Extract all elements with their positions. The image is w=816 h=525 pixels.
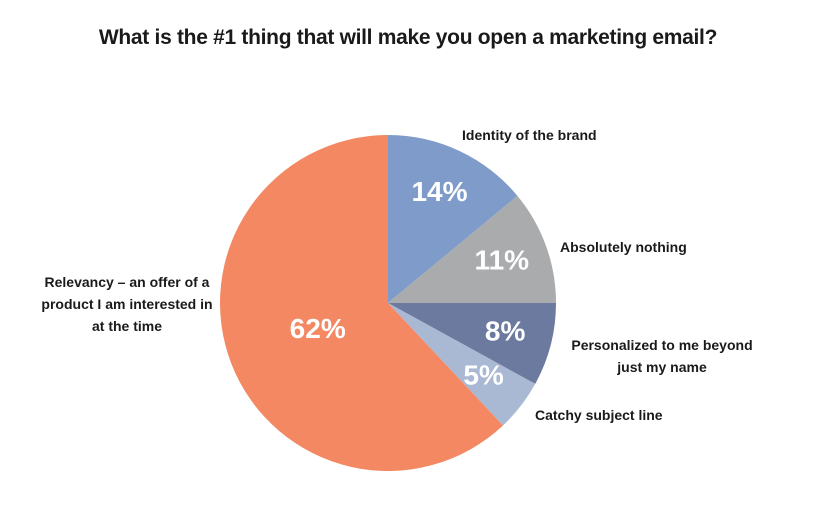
slice — [388, 195, 556, 303]
slice — [388, 135, 518, 303]
value-label: 11% — [475, 244, 530, 275]
slice — [388, 303, 536, 426]
slice — [388, 303, 556, 384]
value-label: 8% — [485, 315, 526, 346]
slice — [219, 135, 504, 472]
category-label: Absolutely nothing — [560, 239, 687, 255]
value-label: 14% — [411, 176, 467, 207]
category-label: Personalized to me beyond just my name — [571, 337, 753, 375]
value-label: 62% — [290, 313, 346, 344]
value-label: 5% — [463, 360, 504, 391]
chart-title: What is the #1 thing that will make you … — [98, 26, 718, 49]
category-label: Relevancy – an offer of a product I am i… — [41, 274, 213, 334]
category-label: Catchy subject line — [535, 407, 663, 423]
category-label: Identity of the brand — [462, 127, 597, 143]
